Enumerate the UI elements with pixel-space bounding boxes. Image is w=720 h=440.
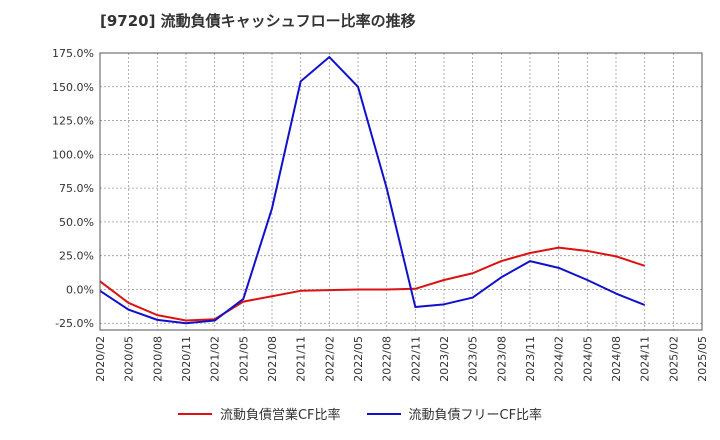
y-tick-label: 100.0% [52,148,94,161]
x-tick-label: 2022/05 [352,336,365,382]
y-tick-label: 150.0% [52,81,94,94]
y-tick-label: 75.0% [59,182,94,195]
y-tick-label: 125.0% [52,115,94,128]
chart-title: [9720] 流動負債キャッシュフロー比率の推移 [100,12,416,30]
x-tick-label: 2025/02 [667,336,680,382]
legend-label-operating-cf: 流動負債営業CF比率 [219,408,341,423]
x-tick-label: 2023/11 [524,336,537,382]
x-tick-label: 2020/02 [94,336,107,382]
x-tick-label: 2023/02 [438,336,451,382]
plot-frame [99,52,703,331]
y-tick-label: -25.0% [55,317,94,330]
legend-swatch-operating-cf [177,412,212,415]
x-tick-label: 2020/05 [123,336,136,382]
x-tick-label: 2025/05 [696,336,709,382]
y-tick-label: 175.0% [52,47,94,60]
series-line-0 [99,246,645,322]
legend-swatch-free-cf [366,412,401,415]
y-tick-label: 50.0% [59,216,94,229]
legend-label-free-cf: 流動負債フリーCF比率 [408,408,543,423]
x-tick-label: 2024/08 [610,336,623,382]
x-tick-label: 2022/08 [381,336,394,382]
x-tick-label: 2024/05 [581,336,594,382]
y-tick-label: 0.0% [66,283,94,296]
y-axis-tick-labels: -25.0% 0.0% 25.0% 50.0% 75.0% 100.0% 125.0% 150… [52,47,94,330]
legend-item-operating-cf: 流動負債営業CF比率 [177,404,341,423]
series-lines [99,56,646,325]
x-tick-label: 2021/08 [266,336,279,382]
x-tick-label: 2022/02 [323,336,336,382]
legend-item-free-cf: 流動負債フリーCF比率 [366,404,543,423]
x-tick-label: 2023/08 [495,336,508,382]
x-tick-label: 2020/11 [180,336,193,382]
legend: 流動負債営業CF比率 流動負債フリーCF比率 [0,404,720,423]
x-tick-label: 2020/08 [151,336,164,382]
x-tick-label: 2021/11 [295,336,308,382]
x-tick-label: 2023/05 [467,336,480,382]
x-tick-label: 2024/02 [553,336,566,382]
y-tick-label: 25.0% [59,250,94,263]
x-axis-tick-labels: 2020/02 2020/05 2020/08 2020/11 2021/02 2021/… [94,336,709,382]
x-tick-label: 2022/11 [409,336,422,382]
x-tick-label: 2021/05 [237,336,250,382]
x-tick-label: 2024/11 [639,336,652,382]
x-tick-label: 2021/02 [209,336,222,382]
series-line-1 [99,56,646,325]
